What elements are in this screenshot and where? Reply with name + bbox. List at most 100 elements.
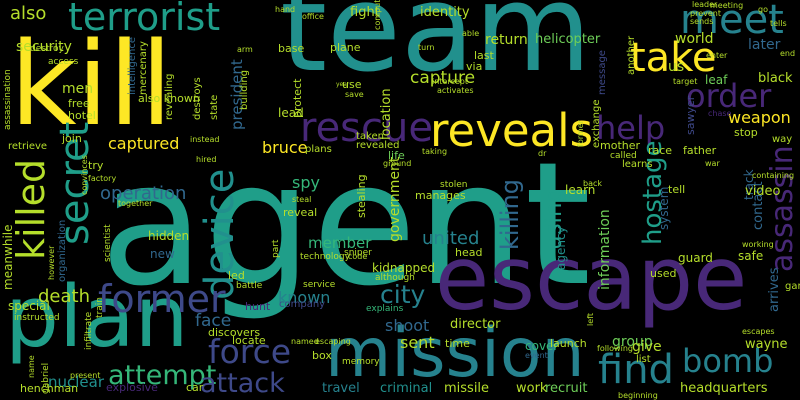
word-following: following [597, 344, 633, 353]
word-force: force [208, 332, 292, 371]
word-bruce: bruce [262, 138, 308, 157]
word-beginning: beginning [618, 391, 658, 400]
word-men: men [62, 81, 94, 97]
word-discovers: discovers [208, 326, 261, 339]
word-hand: hand [275, 5, 296, 14]
word-taking: taking [422, 147, 448, 156]
word-security: security [16, 39, 72, 55]
word-target: target [673, 77, 698, 86]
word-find: find [598, 347, 674, 393]
word-exchange: exchange [591, 99, 602, 148]
word-ground: ground [383, 159, 412, 168]
word-access: access [48, 57, 79, 67]
word-name: name [27, 355, 36, 378]
word-agent: agent [100, 126, 592, 324]
word-launch: launch [550, 337, 587, 350]
word-together: together [118, 199, 153, 208]
word-cover: cover [525, 339, 559, 353]
word-last: last [474, 49, 494, 62]
word-intercept: intercept [432, 77, 468, 86]
word-shoot: shoot [385, 316, 430, 335]
word-enter: enter [706, 51, 728, 60]
word-life: life [388, 149, 405, 162]
word-spy: spy [292, 173, 320, 192]
word-destroys: destroys [192, 77, 203, 120]
word-reveals: reveals [430, 104, 594, 157]
word-present: present [70, 371, 101, 380]
word-code: code [348, 252, 368, 261]
word-sniper: sniper [344, 248, 372, 258]
word-taken: taken [356, 131, 384, 142]
word-locate: locate [232, 334, 266, 347]
word-information: information [597, 209, 613, 290]
word-list: list [636, 354, 651, 365]
word-group: group [612, 334, 653, 350]
word-manages: manages [415, 189, 466, 202]
word-plan: plan [5, 268, 189, 367]
word-also-known: also known [138, 92, 200, 105]
word-use: use [342, 78, 362, 91]
word-war: war [705, 159, 720, 168]
word-city: city [380, 280, 426, 309]
word-back: back [583, 179, 603, 188]
word-led: led [228, 269, 245, 282]
word-criminal: criminal [380, 381, 433, 396]
word-infiltrate: infiltrate [84, 311, 94, 350]
word-assassination: assassination [3, 69, 13, 130]
word-kill: kill [10, 18, 173, 152]
word-attack: attack [200, 368, 285, 399]
word-learns: learns [622, 159, 653, 170]
word-box: box [312, 349, 332, 362]
word-face: face [195, 311, 232, 331]
word-escape: escape [435, 227, 748, 330]
word-battle: battle [236, 281, 263, 291]
word-stop: stop [734, 126, 758, 139]
word-train: train [95, 297, 105, 318]
word-recruit: recruit [545, 381, 588, 396]
word-video: video [745, 184, 781, 199]
word-government: government [387, 156, 403, 242]
word-fight: fight [350, 5, 380, 20]
word-also: also [10, 3, 47, 24]
word-order: order [686, 77, 772, 115]
word-activates: activates [437, 86, 474, 95]
word-mercenary: mercenary [138, 41, 149, 95]
word-stolen: stolen [440, 180, 468, 190]
word-hidden: hidden [148, 229, 190, 243]
word-united: united [422, 228, 480, 249]
word-former: former [98, 277, 226, 321]
word-take: take [630, 35, 717, 81]
word-steal: steal [292, 195, 312, 204]
word-stealing: stealing [355, 174, 368, 218]
word-time: time [445, 337, 470, 350]
word-leader: leader [692, 0, 718, 9]
word-factory: factory [88, 174, 117, 183]
word-attempt: attempt [108, 360, 217, 391]
word-end: end [780, 49, 796, 58]
word-guard: guard [678, 251, 713, 265]
word-used: used [650, 267, 677, 280]
word-join: join [62, 132, 82, 145]
word-killed: killed [9, 158, 53, 260]
word-gabriel: gabriel [41, 362, 51, 394]
word-travel: travel [322, 381, 360, 396]
word-help: help [596, 109, 666, 147]
word-retrieve: retrieve [8, 141, 48, 152]
word-state: state [209, 94, 220, 120]
word-helicopter: helicopter [535, 32, 601, 47]
word-building: building [239, 69, 250, 110]
word-try: try [88, 159, 104, 172]
word-car: car [186, 381, 204, 394]
word-meeting: meeting [710, 1, 744, 10]
word-race: race [648, 144, 673, 157]
word-learn: learn [565, 183, 596, 197]
word-father: father [683, 144, 717, 157]
word-able: able [462, 29, 480, 38]
word-via: via [466, 60, 483, 73]
word-capture: capture [410, 68, 476, 88]
word-headquarters: headquarters [680, 381, 768, 396]
word-way: way [772, 134, 793, 145]
word-later: later [748, 37, 781, 53]
word-death: death [38, 286, 90, 307]
